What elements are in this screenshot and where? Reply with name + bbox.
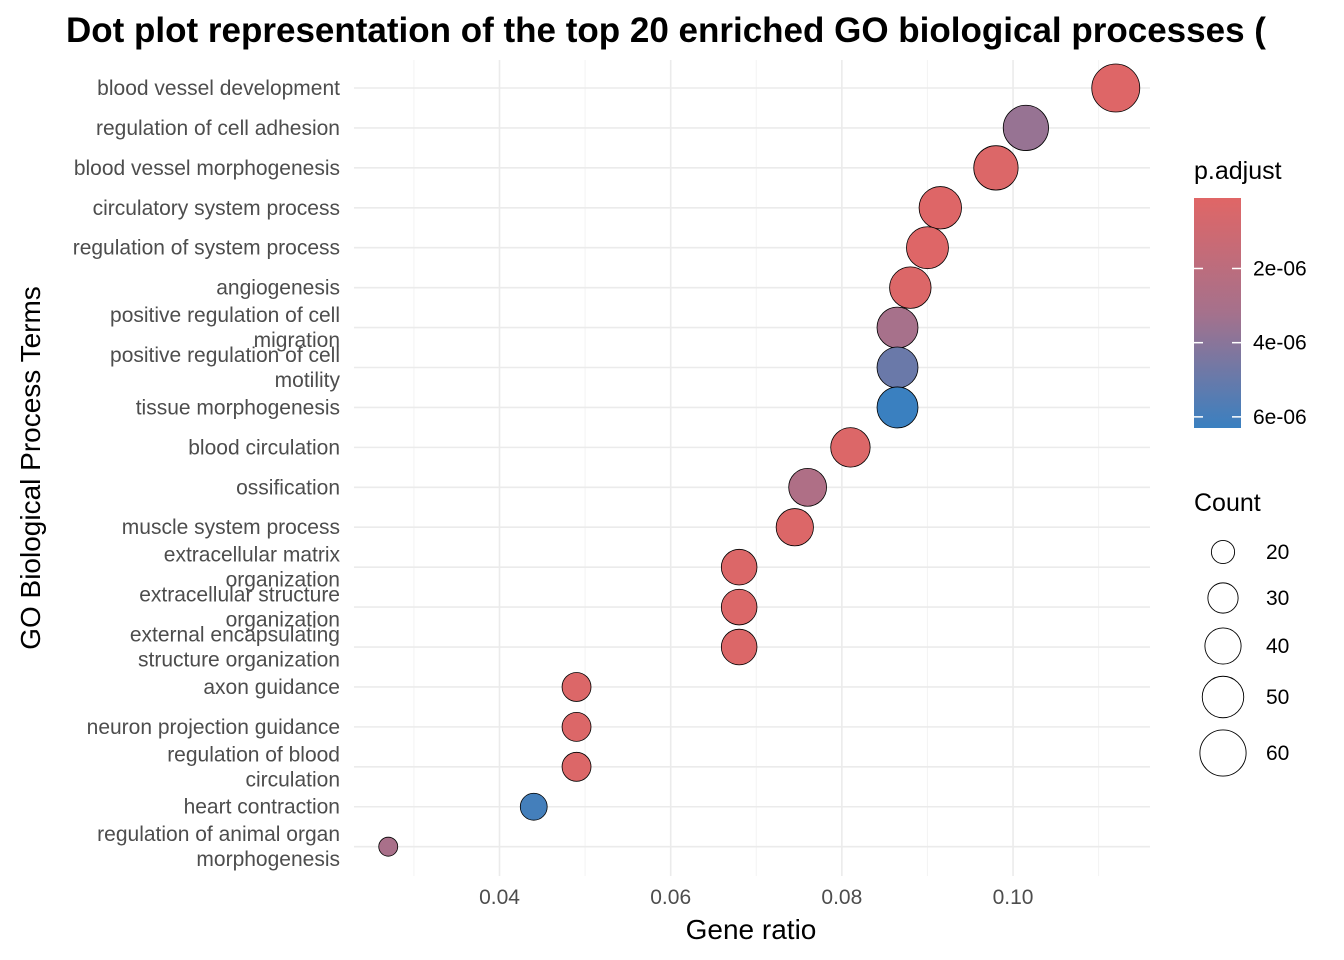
- y-tick-label: positive regulation of cell: [110, 344, 340, 367]
- y-tick-label: axon guidance: [203, 676, 340, 699]
- data-point: [889, 266, 932, 309]
- color-legend-bar: [1194, 198, 1241, 428]
- y-tick-label: blood circulation: [188, 436, 340, 459]
- y-tick-label: migration: [254, 329, 340, 352]
- y-tick-label: extracellular matrix: [164, 544, 341, 567]
- x-tick-label: 0.06: [650, 886, 691, 909]
- y-tick-label: regulation of system process: [73, 237, 340, 260]
- data-points: [378, 63, 1141, 857]
- y-tick-label: tissue morphogenesis: [136, 396, 340, 419]
- size-legend-label: 20: [1266, 541, 1289, 564]
- size-legend-circle: [1199, 729, 1247, 777]
- y-tick-label: circulation: [245, 768, 340, 791]
- y-axis-title: GO Biological Process Terms: [15, 286, 46, 650]
- y-tick-label: regulation of cell adhesion: [96, 117, 340, 140]
- y-tick-label: regulation of blood: [167, 743, 340, 766]
- y-tick-labels: blood vessel development regulation of ce…: [73, 77, 341, 871]
- y-tick-label: motility: [275, 369, 341, 392]
- size-legend-label: 30: [1266, 587, 1289, 610]
- data-point: [788, 467, 827, 507]
- data-point: [519, 792, 548, 821]
- y-tick-label: heart contraction: [184, 796, 340, 819]
- grid-lines: [354, 60, 1150, 876]
- y-tick-label: neuron projection guidance: [87, 716, 340, 739]
- size-legend-circle: [1207, 582, 1239, 614]
- data-point: [720, 548, 758, 586]
- x-axis-title: Gene ratio: [686, 914, 817, 945]
- color-legend: p.adjust 2e-06 4e-06 6e-06: [1194, 157, 1307, 429]
- size-legend: Count 20 30 40 50 60: [1194, 489, 1289, 777]
- data-point: [973, 145, 1019, 191]
- y-tick-label: organization: [226, 569, 340, 592]
- size-legend-label: 50: [1266, 686, 1289, 709]
- size-legend-title: Count: [1194, 489, 1261, 517]
- y-tick-label: blood vessel morphogenesis: [74, 157, 340, 180]
- color-legend-label: 2e-06: [1253, 257, 1307, 280]
- color-legend-label: 4e-06: [1253, 332, 1307, 355]
- size-legend-label: 60: [1266, 742, 1289, 765]
- data-point: [561, 751, 592, 782]
- y-tick-label: circulatory system process: [93, 197, 340, 220]
- x-tick-label: 0.04: [479, 886, 520, 909]
- y-tick-label: organization: [226, 609, 340, 632]
- size-legend-label: 40: [1266, 635, 1289, 658]
- y-tick-label: ossification: [236, 476, 340, 499]
- data-point: [561, 672, 592, 702]
- y-tick-label: morphogenesis: [196, 848, 340, 871]
- data-point: [830, 427, 871, 468]
- size-legend-items: 20 30 40 50 60: [1199, 539, 1289, 777]
- data-point: [1002, 104, 1049, 151]
- y-tick-label: angiogenesis: [216, 277, 340, 300]
- data-point: [876, 386, 919, 429]
- x-tick-label: 0.10: [993, 886, 1034, 909]
- data-point: [918, 186, 962, 230]
- data-point: [1091, 63, 1141, 113]
- color-legend-title: p.adjust: [1194, 157, 1282, 185]
- color-legend-label: 6e-06: [1253, 406, 1307, 429]
- data-point: [876, 306, 919, 349]
- y-tick-label: positive regulation of cell: [110, 304, 340, 327]
- x-tick-label: 0.08: [821, 886, 862, 909]
- y-tick-label: extracellular structure: [139, 584, 340, 607]
- data-point: [906, 226, 949, 270]
- data-point: [876, 346, 919, 389]
- y-tick-label: external encapsulating: [130, 624, 340, 647]
- y-tick-label: regulation of animal organ: [97, 823, 340, 846]
- data-point: [720, 628, 758, 666]
- chart-title: Dot plot representation of the top 20 en…: [66, 11, 1266, 50]
- size-legend-circle: [1201, 675, 1245, 719]
- y-tick-label: structure organization: [138, 649, 340, 672]
- y-tick-label: muscle system process: [122, 516, 340, 539]
- data-point: [378, 836, 399, 857]
- x-tick-labels: 0.04 0.06 0.08 0.10: [479, 886, 1033, 909]
- size-legend-circle: [1204, 627, 1242, 665]
- data-point: [561, 712, 592, 742]
- y-tick-label: blood vessel development: [97, 77, 340, 100]
- data-point: [775, 508, 814, 547]
- color-legend-ticks: 2e-06 4e-06 6e-06: [1194, 257, 1307, 429]
- size-legend-circle: [1210, 539, 1236, 565]
- data-point: [720, 588, 758, 626]
